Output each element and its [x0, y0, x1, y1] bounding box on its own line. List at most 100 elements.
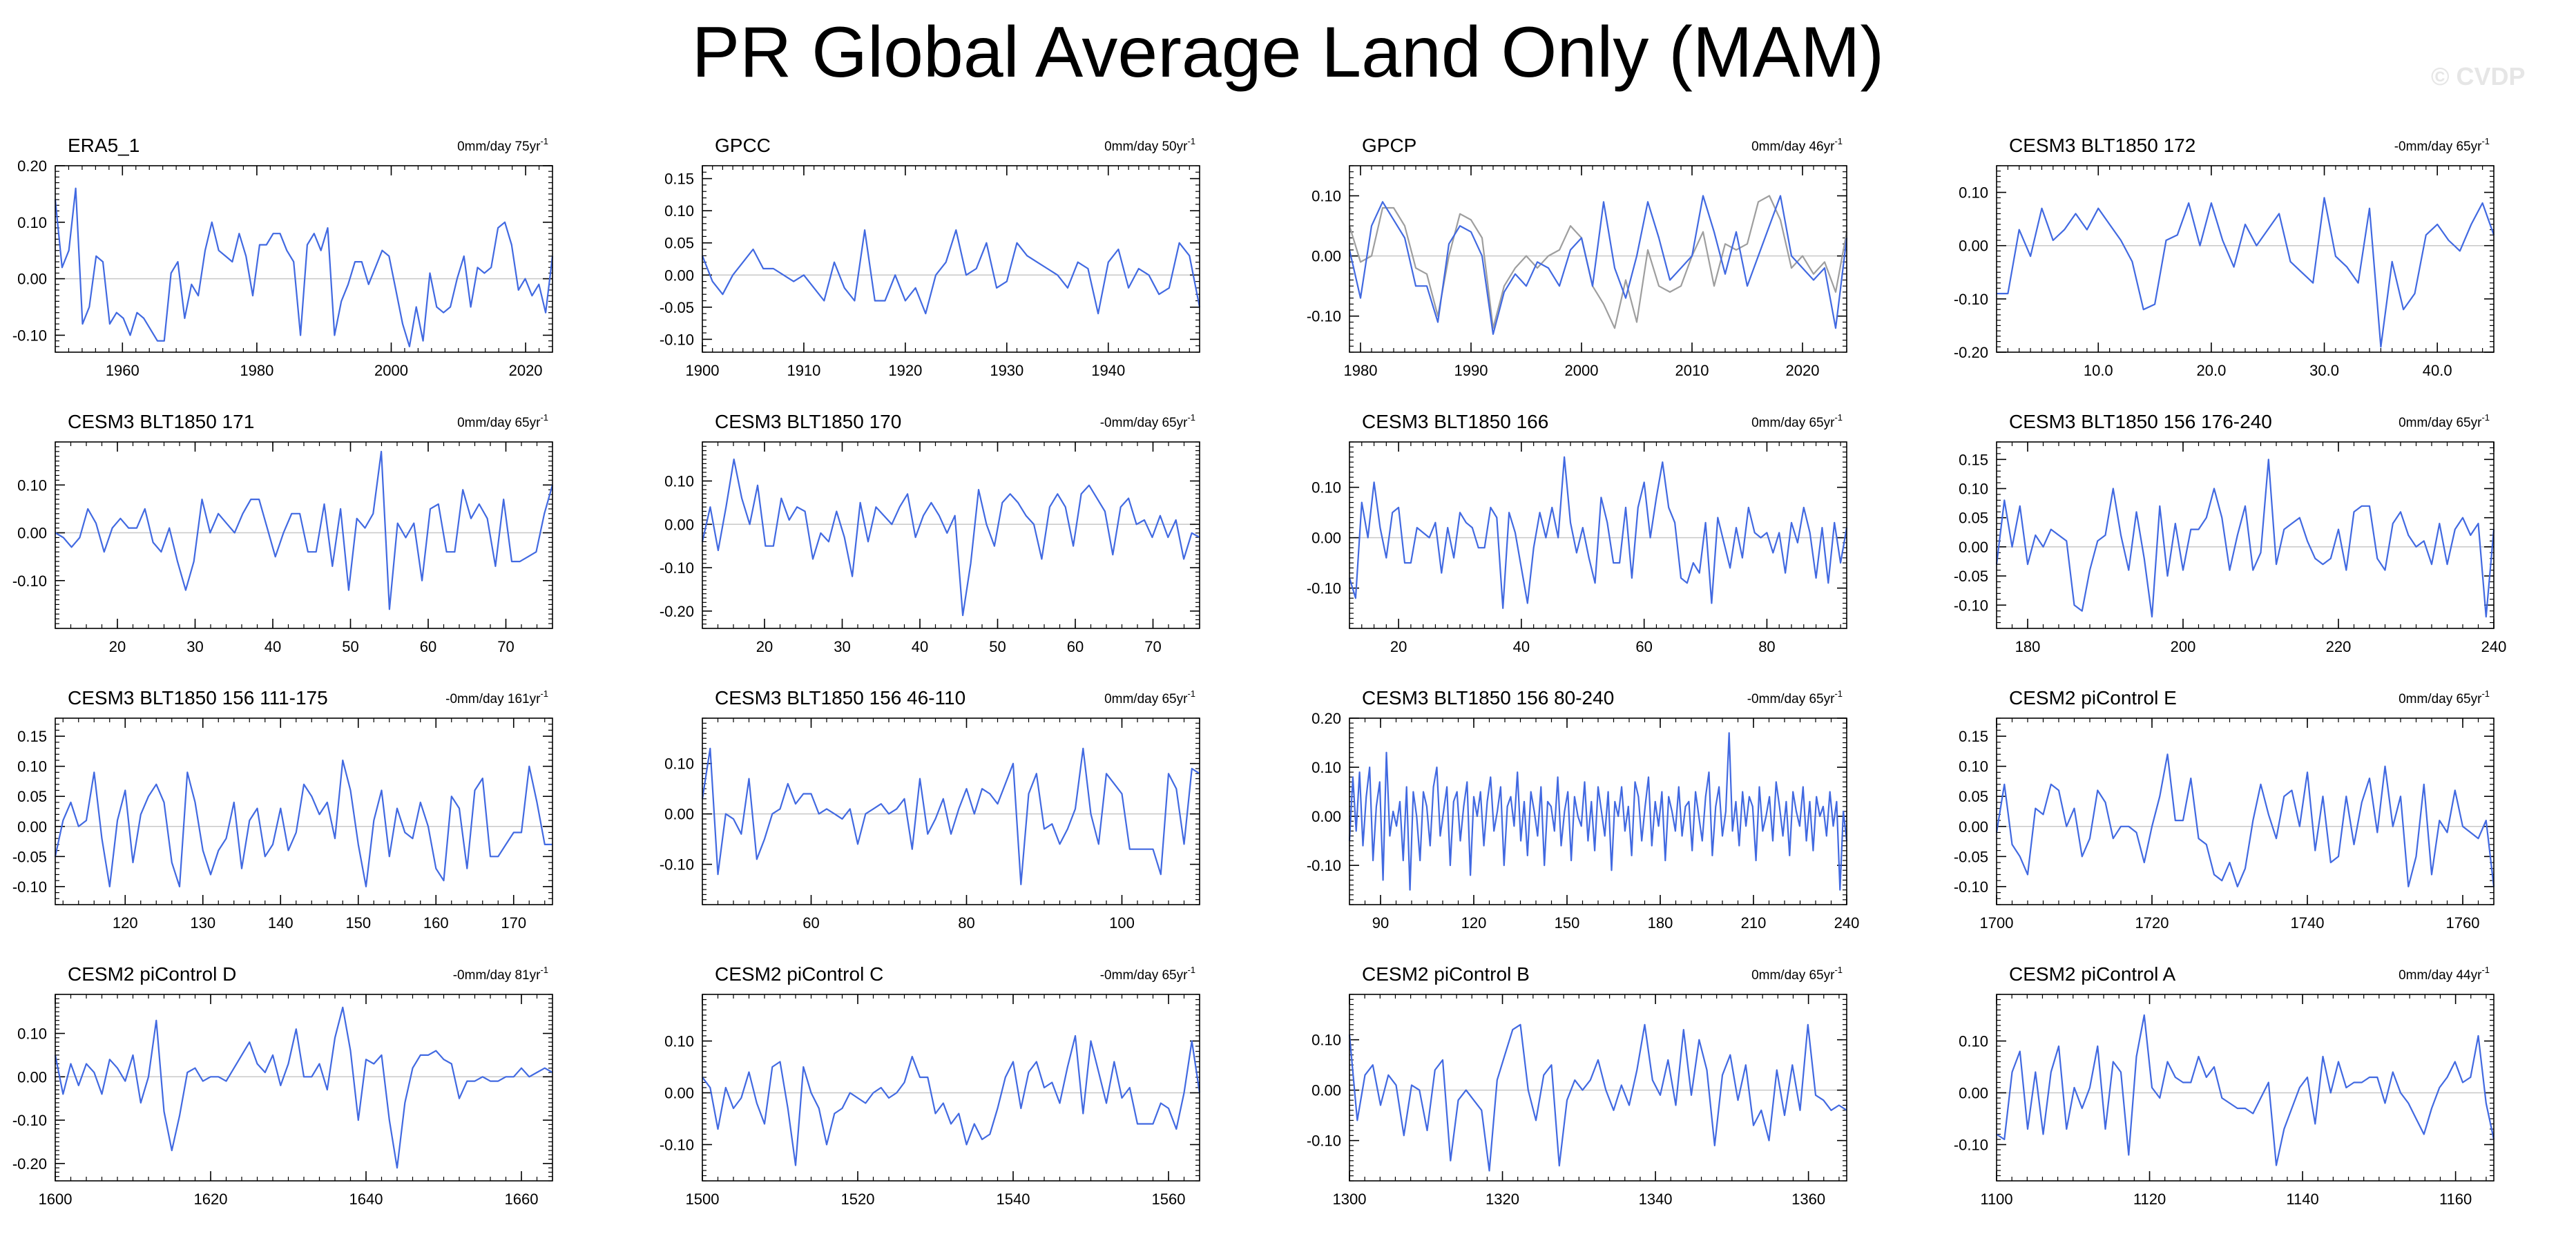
x-tick-label: 140 — [268, 914, 294, 932]
plot-frame — [702, 165, 1200, 353]
page-title: PR Global Average Land Only (MAM) — [691, 12, 1885, 93]
x-tick-label: 90 — [1372, 914, 1389, 932]
x-tick-label: 10.0 — [2084, 362, 2113, 379]
series-line — [701, 747, 1200, 885]
x-tick-label: 1990 — [1454, 362, 1488, 379]
chart-panel: GPCC 0mm/day 50yr-1 1900 1910 1920 1930 1940 -0… — [660, 135, 1201, 379]
y-tick-label: 0.00 — [1311, 248, 1341, 265]
panel-title: CESM3 BLT1850 156 46-110 — [715, 687, 965, 709]
chart-panel: CESM3 BLT1850 156 46-110 0mm/day 65yr-1 60… — [660, 687, 1200, 932]
chart-panel: CESM2 piControl A 0mm/day 44yr-1 1100 1120 1… — [1954, 963, 2495, 1208]
y-tick-label: 0.00 — [1959, 238, 1988, 255]
panel-title: CESM2 piControl D — [68, 963, 236, 985]
chart-panel: CESM3 BLT1850 171 0mm/day 65yr-1 20 30 40 50 6… — [12, 411, 554, 655]
chart-panel: CESM2 piControl D -0mm/day 81yr-1 1600 1620… — [12, 963, 553, 1208]
x-tick-label: 2010 — [1675, 362, 1709, 379]
x-tick-label: 60 — [802, 914, 819, 932]
y-tick-label: 0.10 — [664, 473, 694, 490]
y-tick-label: -0.10 — [1307, 857, 1341, 874]
x-tick-label: 1980 — [1344, 362, 1378, 379]
x-tick-label: 1900 — [686, 362, 720, 379]
y-tick-label: -0.05 — [12, 848, 47, 865]
y-tick-label: -0.10 — [660, 1137, 694, 1154]
panel-title: CESM3 BLT1850 156 111-175 — [68, 687, 328, 709]
y-tick-label: 0.00 — [1311, 808, 1341, 825]
x-tick-label: 220 — [2326, 638, 2352, 655]
trend-label: 0mm/day 65yr-1 — [1751, 965, 1843, 983]
x-tick-label: 1120 — [2133, 1191, 2166, 1208]
x-tick-label: 1640 — [349, 1191, 383, 1208]
y-tick-label: 0.20 — [17, 157, 47, 175]
x-tick-label: 1720 — [2135, 914, 2169, 932]
y-tick-label: -0.10 — [1954, 1137, 1988, 1154]
y-tick-label: 0.15 — [1959, 728, 1988, 745]
x-tick-label: 120 — [1461, 914, 1487, 932]
x-tick-label: 20 — [756, 638, 773, 655]
y-tick-label: -0.10 — [660, 856, 694, 874]
trend-exponent: -1 — [1834, 688, 1843, 699]
plot-frame — [702, 717, 1200, 905]
panel-title: CESM2 piControl A — [2009, 963, 2176, 985]
trend-exponent: -1 — [540, 965, 548, 975]
trend-exponent: -1 — [2481, 688, 2490, 699]
trend-label: -0mm/day 65yr-1 — [1747, 688, 1843, 706]
y-tick-label: 0.00 — [1959, 1085, 1988, 1102]
series-line — [702, 1034, 1201, 1166]
y-tick-label: 0.05 — [1959, 788, 1988, 805]
y-tick-label: 0.00 — [1311, 530, 1341, 547]
y-tick-label: -0.10 — [12, 327, 47, 344]
y-tick-label: 0.10 — [17, 758, 47, 775]
trend-exponent: -1 — [1834, 965, 1843, 975]
chart-panel: CESM3 BLT1850 172 -0mm/day 65yr-1 10.0 20.0… — [1954, 135, 2495, 379]
y-tick-label: 0.00 — [664, 267, 694, 284]
trend-label: 0mm/day 75yr-1 — [457, 136, 548, 154]
panel-title: CESM3 BLT1850 166 — [1362, 411, 1548, 432]
x-tick-label: 20 — [1390, 638, 1407, 655]
plot-frame — [55, 994, 553, 1182]
x-tick-label: 70 — [1144, 638, 1161, 655]
trend-exponent: -1 — [1187, 136, 1195, 146]
chart-panel: CESM3 BLT1850 170 -0mm/day 65yr-1 20 30 40 50… — [660, 411, 1200, 655]
x-tick-label: 1140 — [2286, 1191, 2318, 1208]
x-tick-label: 2020 — [509, 362, 543, 379]
trend-exponent: -1 — [540, 412, 548, 423]
trend-exponent: -1 — [1187, 412, 1195, 423]
series-line — [701, 229, 1201, 315]
x-tick-label: 1500 — [686, 1191, 720, 1208]
series-line — [55, 450, 554, 610]
chart-panel: CESM2 piControl B 0mm/day 65yr-1 1300 1320 1… — [1307, 963, 1847, 1208]
x-tick-label: 60 — [420, 638, 436, 655]
y-tick-label: -0.05 — [1954, 568, 1988, 585]
chart-panel: GPCP 0mm/day 46yr-1 1980 1990 2000 2010 2020 -0… — [1307, 135, 1848, 379]
panel-title: CESM3 BLT1850 172 — [2009, 135, 2195, 156]
trend-label: -0mm/day 161yr-1 — [445, 688, 548, 706]
y-tick-label: -0.10 — [12, 572, 47, 590]
trend-exponent: -1 — [2481, 965, 2490, 975]
y-tick-label: 0.10 — [1959, 1033, 1988, 1050]
x-tick-label: 1540 — [997, 1191, 1030, 1208]
y-tick-label: 0.15 — [17, 728, 47, 745]
x-tick-label: 1360 — [1791, 1191, 1825, 1208]
x-tick-label: 180 — [2015, 638, 2041, 655]
plot-frame — [1349, 994, 1847, 1182]
panel-title: CESM2 piControl B — [1362, 963, 1530, 985]
series-line — [1995, 753, 2495, 887]
y-tick-label: 0.10 — [664, 755, 694, 773]
x-tick-label: 30 — [186, 638, 203, 655]
obs-series-line — [1348, 195, 1848, 329]
y-tick-label: -0.10 — [1307, 580, 1341, 597]
trend-exponent: -1 — [1834, 412, 1843, 423]
x-tick-label: 2020 — [1786, 362, 1820, 379]
plot-frame — [1996, 165, 2495, 353]
y-tick-label: 0.00 — [17, 525, 47, 542]
y-tick-label: 0.00 — [17, 818, 47, 836]
y-tick-label: 0.10 — [17, 476, 47, 494]
x-tick-label: 100 — [1109, 914, 1135, 932]
x-tick-label: 1300 — [1333, 1191, 1367, 1208]
panel-title: CESM3 BLT1850 156 176-240 — [2009, 411, 2272, 432]
y-tick-label: 0.05 — [664, 235, 694, 252]
trend-label: 0mm/day 65yr-1 — [2399, 688, 2490, 706]
x-tick-label: 70 — [497, 638, 514, 655]
y-tick-label: -0.10 — [1307, 1133, 1341, 1150]
x-tick-label: 1160 — [2439, 1191, 2472, 1208]
